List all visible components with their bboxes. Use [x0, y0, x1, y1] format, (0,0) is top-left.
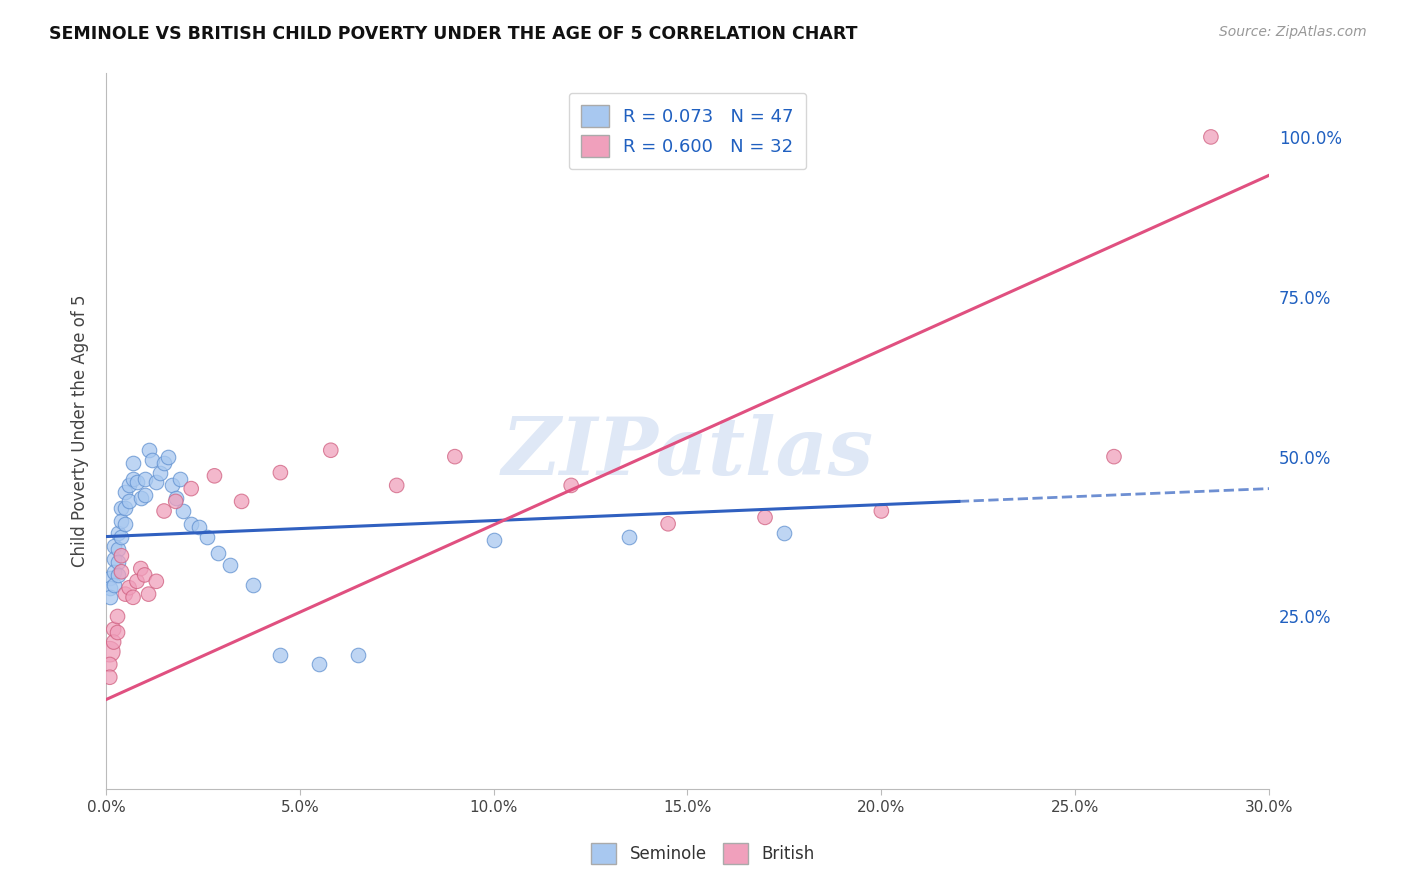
Point	[172, 504, 194, 518]
Point	[122, 456, 145, 470]
Point	[269, 648, 291, 662]
Point	[98, 645, 121, 659]
Point	[269, 466, 291, 480]
Point	[153, 456, 176, 470]
Point	[219, 558, 242, 573]
Point	[98, 581, 121, 595]
Point	[103, 622, 125, 636]
Legend: Seminole, British: Seminole, British	[585, 837, 821, 871]
Point	[107, 568, 129, 582]
Point	[125, 574, 148, 589]
Point	[107, 609, 129, 624]
Point	[110, 549, 132, 563]
Point	[98, 670, 121, 684]
Point	[134, 488, 156, 502]
Point	[754, 510, 776, 524]
Point	[180, 482, 202, 496]
Point	[145, 574, 167, 589]
Point	[773, 526, 796, 541]
Point	[107, 625, 129, 640]
Point	[103, 635, 125, 649]
Point	[118, 581, 141, 595]
Point	[98, 591, 121, 605]
Point	[347, 648, 370, 662]
Point	[107, 555, 129, 569]
Point	[560, 478, 582, 492]
Point	[308, 657, 330, 672]
Point	[114, 500, 136, 515]
Point	[319, 443, 342, 458]
Point	[118, 494, 141, 508]
Point	[103, 552, 125, 566]
Point	[129, 561, 152, 575]
Point	[110, 565, 132, 579]
Point	[134, 568, 156, 582]
Point	[1102, 450, 1125, 464]
Point	[444, 450, 467, 464]
Text: Source: ZipAtlas.com: Source: ZipAtlas.com	[1219, 25, 1367, 39]
Point	[125, 475, 148, 490]
Point	[98, 657, 121, 672]
Point	[657, 516, 679, 531]
Point	[619, 530, 641, 544]
Point	[103, 577, 125, 591]
Point	[118, 478, 141, 492]
Y-axis label: Child Poverty Under the Age of 5: Child Poverty Under the Age of 5	[72, 295, 89, 567]
Point	[153, 504, 176, 518]
Point	[1199, 130, 1222, 145]
Point	[207, 545, 229, 559]
Point	[138, 587, 160, 601]
Point	[107, 526, 129, 541]
Point	[482, 533, 505, 547]
Point	[110, 514, 132, 528]
Point	[145, 475, 167, 490]
Point	[134, 472, 156, 486]
Point	[110, 500, 132, 515]
Point	[138, 443, 160, 458]
Point	[195, 530, 218, 544]
Point	[98, 571, 121, 585]
Point	[165, 494, 187, 508]
Point	[169, 472, 191, 486]
Point	[870, 504, 893, 518]
Point	[156, 450, 179, 464]
Point	[122, 591, 145, 605]
Point	[114, 587, 136, 601]
Point	[103, 565, 125, 579]
Point	[141, 453, 163, 467]
Point	[188, 520, 211, 534]
Point	[231, 494, 253, 508]
Point	[110, 530, 132, 544]
Point	[103, 539, 125, 553]
Point	[114, 516, 136, 531]
Point	[165, 491, 187, 506]
Point	[204, 468, 226, 483]
Point	[149, 466, 172, 480]
Point	[107, 542, 129, 557]
Point	[180, 516, 202, 531]
Point	[114, 484, 136, 499]
Point	[385, 478, 408, 492]
Text: ZIPatlas: ZIPatlas	[502, 414, 873, 491]
Text: SEMINOLE VS BRITISH CHILD POVERTY UNDER THE AGE OF 5 CORRELATION CHART: SEMINOLE VS BRITISH CHILD POVERTY UNDER …	[49, 25, 858, 43]
Legend: R = 0.073   N = 47, R = 0.600   N = 32: R = 0.073 N = 47, R = 0.600 N = 32	[569, 93, 806, 169]
Point	[122, 472, 145, 486]
Point	[160, 478, 183, 492]
Point	[242, 577, 264, 591]
Point	[129, 491, 152, 506]
